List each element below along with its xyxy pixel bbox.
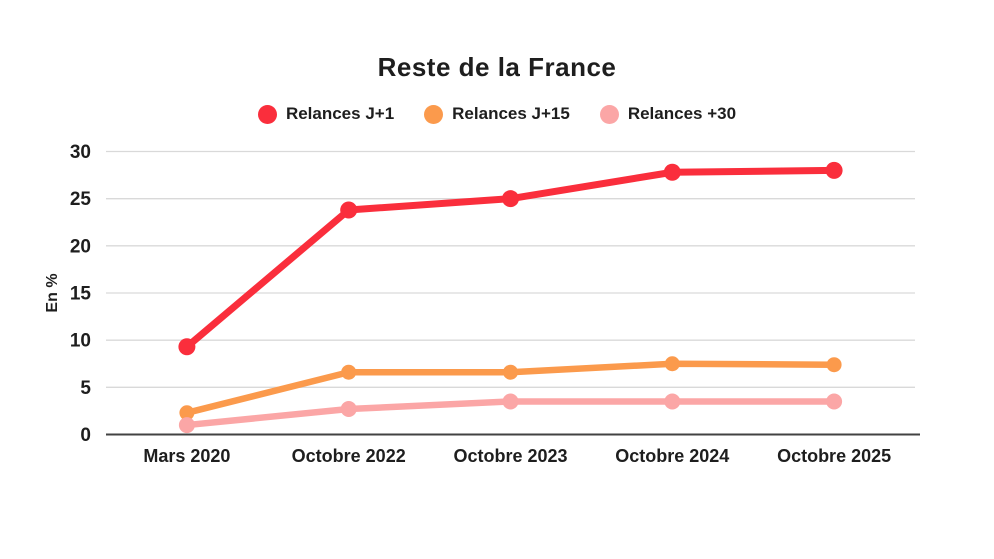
data-point-3-2 xyxy=(340,401,357,418)
y-tick-label: 25 xyxy=(70,189,92,210)
legend-label: Relances +30 xyxy=(627,104,737,123)
y-tick-label: 10 xyxy=(70,331,91,352)
data-point-2-3 xyxy=(503,364,518,380)
x-tick-label: Octobre 2022 xyxy=(292,446,406,466)
legend-item-2: Relances J+15 xyxy=(424,104,570,124)
data-point-3-4 xyxy=(664,393,681,410)
x-tick-label: Octobre 2025 xyxy=(777,446,891,466)
chart-title: Reste de la France xyxy=(377,52,617,82)
data-point-3-3 xyxy=(502,393,519,410)
y-tick-label: 20 xyxy=(70,236,91,257)
chart-legend: Relances J+1 Relances J+15 Relances +30 xyxy=(0,104,994,124)
y-tick-label: 5 xyxy=(80,378,91,399)
data-point-3-1 xyxy=(178,417,195,434)
legend-dot-icon xyxy=(599,104,619,124)
legend-dot-icon xyxy=(257,104,277,124)
y-tick-label: 0 xyxy=(80,425,91,446)
y-tick-label: 30 xyxy=(70,142,91,163)
x-tick-label: Octobre 2024 xyxy=(615,446,729,466)
legend-item-3: Relances +30 xyxy=(599,104,737,124)
data-point-1-2 xyxy=(340,201,358,219)
data-point-2-2 xyxy=(341,364,357,380)
data-point-1-4 xyxy=(663,163,681,181)
y-axis-title: En % xyxy=(44,273,61,312)
legend-dot-icon xyxy=(424,104,444,124)
legend-label: Relances J+15 xyxy=(452,104,570,123)
data-point-1-3 xyxy=(502,190,519,208)
data-point-1-1 xyxy=(178,338,196,356)
data-point-1-5 xyxy=(825,161,843,179)
y-tick-label: 15 xyxy=(70,284,92,305)
data-point-2-1 xyxy=(179,405,195,421)
x-tick-label: Octobre 2023 xyxy=(453,446,567,466)
data-point-2-4 xyxy=(664,356,680,372)
legend-item-1: Relances J+1 xyxy=(257,104,395,124)
legend-label: Relances J+1 xyxy=(285,104,395,123)
data-point-3-5 xyxy=(826,393,843,410)
x-tick-label: Mars 2020 xyxy=(143,446,230,466)
data-point-2-5 xyxy=(826,357,842,373)
